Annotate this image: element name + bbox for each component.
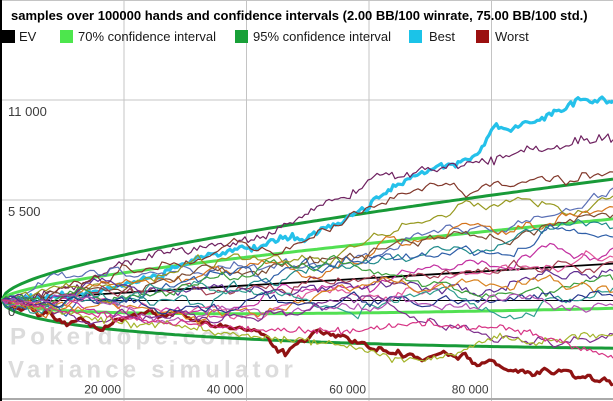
svg-text:80 000: 80 000 bbox=[452, 383, 489, 397]
svg-text:60 000: 60 000 bbox=[329, 383, 366, 397]
svg-text:0: 0 bbox=[8, 304, 15, 319]
svg-text:20 000: 20 000 bbox=[84, 383, 121, 397]
svg-text:Variance simulator: Variance simulator bbox=[8, 357, 297, 384]
svg-text:70% confidence interval: 70% confidence interval bbox=[78, 29, 216, 44]
svg-text:EV: EV bbox=[19, 29, 37, 44]
svg-text:samples over 100000 hands and: samples over 100000 hands and confidence… bbox=[11, 8, 588, 23]
svg-text:11 000: 11 000 bbox=[8, 104, 47, 119]
svg-text:Best: Best bbox=[429, 29, 455, 44]
svg-text:40 000: 40 000 bbox=[207, 383, 244, 397]
svg-text:5 500: 5 500 bbox=[8, 204, 41, 219]
svg-text:95% confidence interval: 95% confidence interval bbox=[253, 29, 391, 44]
svg-text:Worst: Worst bbox=[495, 29, 529, 44]
